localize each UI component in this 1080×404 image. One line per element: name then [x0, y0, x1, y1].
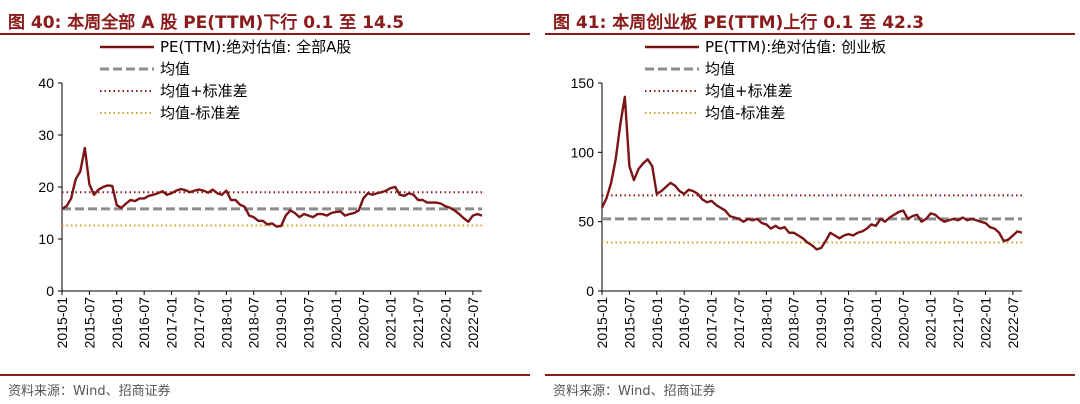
x-tick-label: 2020-07 — [895, 297, 911, 349]
pe-series-line — [61, 146, 483, 228]
x-tick-label: 2017-01 — [704, 297, 720, 349]
x-tick-label: 2018-07 — [246, 297, 262, 349]
x-tick-label: 2016-01 — [109, 297, 125, 349]
x-tick-label: 2021-07 — [950, 297, 966, 349]
pe-chart-all-a-shares: 0 10 20 30 40 2015-01 2015-07 2016-01 2016-07 201… — [38, 38, 483, 349]
pe-series-line — [600, 95, 1023, 251]
legend-label: 均值-标准差 — [705, 104, 785, 122]
x-tick-label: 2022-07 — [465, 297, 481, 349]
chart-panel-right: 图 41: 本周创业板 PE(TTM)上行 0.1 至 42.3 0 50 100 1… — [545, 0, 1075, 404]
chart-title: 图 41: 本周创业板 PE(TTM)上行 0.1 至 42.3 — [553, 13, 925, 33]
legend-label: 均值+标准差 — [705, 82, 793, 100]
title-underline — [545, 33, 1075, 35]
x-tick-label: 2018-01 — [758, 297, 774, 349]
x-tick-label: 2016-07 — [136, 297, 152, 349]
x-tick-label: 2022-01 — [977, 297, 993, 349]
x-tick-label: 2022-07 — [1005, 297, 1021, 349]
x-tick-label: 2015-07 — [621, 297, 637, 349]
x-tick-label: 2016-07 — [676, 297, 692, 349]
x-tick-label: 2015-07 — [81, 297, 97, 349]
x-tick-label: 2015-01 — [54, 297, 70, 349]
x-tick-label: 2020-01 — [868, 297, 884, 349]
y-tick-label: 150 — [571, 75, 595, 91]
legend-label: 均值 — [160, 60, 190, 78]
legend-label: PE(TTM):绝对估值: 全部A股 — [160, 38, 351, 56]
x-tick-label: 2017-07 — [191, 297, 207, 349]
x-tick-label: 2017-07 — [731, 297, 747, 349]
y-tick-label: 40 — [38, 75, 54, 91]
legend-label: 均值 — [705, 60, 735, 78]
source-note: 资料来源：Wind、招商证券 — [553, 384, 716, 399]
y-tick-label: 10 — [38, 231, 54, 247]
x-tick-label: 2018-01 — [218, 297, 234, 349]
x-tick-label: 2021-01 — [383, 297, 399, 349]
x-tick-label: 2015-01 — [594, 297, 610, 349]
y-tick-label: 20 — [38, 179, 54, 195]
x-tick-label: 2017-01 — [164, 297, 180, 349]
x-tick-label: 2019-07 — [301, 297, 317, 349]
source-divider — [545, 374, 1075, 376]
x-tick-label: 2022-01 — [437, 297, 453, 349]
x-tick-label: 2021-01 — [923, 297, 939, 349]
legend-label: PE(TTM):绝对估值: 创业板 — [705, 38, 886, 56]
source-note: 资料来源：Wind、招商证券 — [8, 384, 171, 399]
chart-panel-left: 图 40: 本周全部 A 股 PE(TTM)下行 0.1 至 14.5 0 10 2… — [0, 0, 530, 404]
y-tick-label: 0 — [586, 283, 594, 299]
x-tick-label: 2020-01 — [328, 297, 344, 349]
x-tick-label: 2018-07 — [786, 297, 802, 349]
x-tick-label: 2019-01 — [813, 297, 829, 349]
y-tick-label: 30 — [38, 127, 54, 143]
pe-chart-chinext: 0 50 100 150 2015-01 2015-07 2016-01 2016-07 201… — [571, 38, 1023, 349]
x-tick-label: 2019-07 — [841, 297, 857, 349]
title-underline — [0, 33, 530, 35]
x-tick-label: 2021-07 — [410, 297, 426, 349]
chart-title: 图 40: 本周全部 A 股 PE(TTM)下行 0.1 至 14.5 — [8, 13, 405, 33]
x-tick-label: 2020-07 — [355, 297, 371, 349]
x-tick-label: 2019-01 — [273, 297, 289, 349]
y-tick-label: 50 — [578, 214, 594, 230]
legend-label: 均值-标准差 — [160, 104, 240, 122]
x-tick-label: 2016-01 — [649, 297, 665, 349]
legend-label: 均值+标准差 — [160, 82, 248, 100]
y-tick-label: 100 — [571, 144, 595, 160]
y-tick-label: 0 — [46, 283, 54, 299]
source-divider — [0, 374, 530, 376]
